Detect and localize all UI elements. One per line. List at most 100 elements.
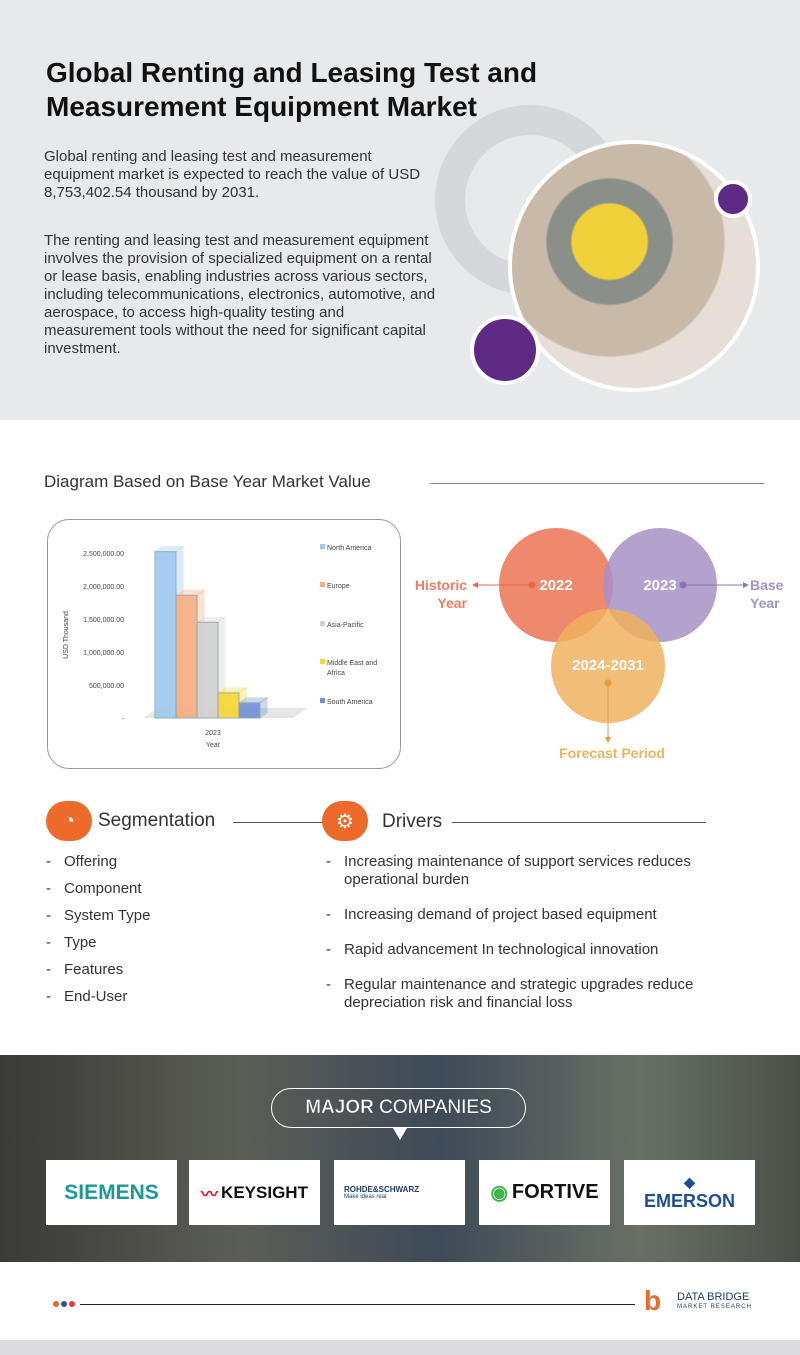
base-label: Base bbox=[750, 577, 784, 593]
brand-name: DATA BRIDGE bbox=[677, 1291, 750, 1303]
rs-text: ROHDE&SCHWARZ bbox=[344, 1185, 420, 1194]
legend-swatch bbox=[320, 698, 325, 703]
pie-chart-icon: ◔ bbox=[46, 801, 92, 841]
bar-chart: - 500,000.00 1,000,000.00 1,500,000.00 2,000… bbox=[63, 544, 377, 749]
driver-item-label: Increasing demand of project based equip… bbox=[344, 906, 657, 923]
logo-fortive: ◉ FORTIVE bbox=[479, 1160, 610, 1225]
bar-north-america bbox=[154, 551, 177, 719]
segmentation-list: - Offering - Component - System Type - Type - Fea… bbox=[46, 853, 150, 1015]
forecast-label: Forecast Period bbox=[559, 745, 665, 761]
historic-circle bbox=[499, 528, 613, 642]
pointer bbox=[393, 1128, 407, 1140]
historic-label: Historic bbox=[415, 577, 467, 593]
y-axis-label: USD Thousand bbox=[63, 611, 70, 659]
drivers-title: Drivers bbox=[382, 811, 443, 832]
driver-item-label: Regular maintenance and strategic upgrad… bbox=[344, 976, 694, 1011]
emerson-mark-icon: ◆ bbox=[684, 1173, 695, 1190]
y-tick-label: - bbox=[122, 716, 125, 723]
driver-item: - Increasing demand of project based equi… bbox=[326, 906, 657, 923]
driver-item: - Regular maintenance and strategic upgra… bbox=[326, 976, 756, 1012]
segmentation-item-label: Features bbox=[64, 961, 124, 978]
title-bold: MAJOR bbox=[305, 1097, 374, 1119]
y-tick-label: 2,500,000.00 bbox=[83, 551, 124, 558]
y-tick-label: 1,000,000.00 bbox=[83, 650, 124, 657]
summary-text: Global renting and leasing test and meas… bbox=[44, 148, 421, 201]
base-label-2: Year bbox=[750, 595, 780, 611]
driver-item-label: Increasing maintenance of support servic… bbox=[344, 853, 691, 888]
gears-icon: ⚙ bbox=[322, 801, 368, 841]
fortive-text: FORTIVE bbox=[511, 1181, 599, 1203]
segmentation-item: - End-User bbox=[46, 988, 128, 1005]
segmentation-item: - Type bbox=[46, 934, 97, 951]
y-tick-label: 1,500,000.00 bbox=[83, 617, 124, 624]
forecast-dot bbox=[604, 679, 612, 687]
x-tick-label: 2023 bbox=[205, 730, 221, 737]
emerson-text: EMERSON bbox=[643, 1190, 735, 1211]
driver-item: - Increasing maintenance of support servi… bbox=[326, 853, 756, 889]
logo-rohde-schwarz: ROHDE&SCHWARZ Make ideas real bbox=[334, 1160, 465, 1225]
y-tick-label: 500,000.00 bbox=[89, 683, 124, 690]
keysight-wave-icon: 〰 bbox=[201, 1185, 219, 1204]
legend-label: South America bbox=[327, 699, 373, 706]
forecast-years: 2024-2031 bbox=[572, 657, 644, 674]
segmentation-item-label: System Type bbox=[64, 907, 151, 924]
bar-europe bbox=[175, 594, 198, 719]
base-arrowhead bbox=[743, 582, 749, 588]
x-axis-label: Year bbox=[206, 742, 221, 749]
divider bbox=[452, 822, 706, 823]
base-year: 2023 bbox=[643, 577, 676, 594]
logo-siemens: SIEMENS bbox=[46, 1160, 177, 1225]
venn-diagram: 2022 2023 2024-2031 Historic Year Base Y… bbox=[415, 528, 784, 761]
historic-dot bbox=[528, 581, 536, 589]
bar-south-america bbox=[238, 702, 261, 719]
forecast-circle bbox=[551, 609, 665, 723]
legend-swatch bbox=[320, 544, 325, 549]
legend-swatch bbox=[320, 659, 325, 664]
fortive-mark-icon: ◉ bbox=[490, 1182, 508, 1204]
dots-icon bbox=[53, 1301, 75, 1307]
legend-label: Middle East and Africa bbox=[327, 660, 377, 677]
purple-dot bbox=[714, 180, 752, 218]
segmentation-item-label: Component bbox=[64, 880, 142, 897]
logo-keysight: 〰 KEYSIGHT bbox=[189, 1160, 320, 1225]
driver-item: - Rapid advancement In technological inno… bbox=[326, 941, 659, 958]
legend-swatch bbox=[320, 582, 325, 587]
databridge-logo-icon: b bbox=[644, 1285, 662, 1316]
divider bbox=[233, 822, 323, 823]
logo-emerson: ◆ EMERSON bbox=[624, 1160, 755, 1225]
bar-middle-east-and-africa bbox=[217, 692, 240, 719]
historic-arrowhead bbox=[472, 582, 478, 588]
page-title: Global Renting and Leasing Test and Meas… bbox=[46, 57, 538, 122]
segmentation-item: - System Type bbox=[46, 907, 151, 924]
base-dot bbox=[679, 581, 687, 589]
diagram-heading: Diagram Based on Base Year Market Value bbox=[44, 472, 371, 491]
segmentation-item: - Component bbox=[46, 880, 142, 897]
keysight-text: KEYSIGHT bbox=[221, 1182, 308, 1202]
legend-label: Asia-Pacific bbox=[327, 622, 364, 629]
historic-label-2: Year bbox=[437, 595, 467, 611]
drivers-list: - Increasing maintenance of support servi… bbox=[326, 853, 756, 1029]
divider bbox=[430, 483, 764, 484]
base-circle bbox=[603, 528, 717, 642]
segmentation-item-label: Offering bbox=[64, 853, 118, 870]
bottom-strip bbox=[0, 1340, 800, 1355]
companies-band bbox=[0, 1055, 800, 1262]
segmentation-title: Segmentation bbox=[98, 810, 216, 831]
segmentation-item-label: End-User bbox=[64, 988, 128, 1005]
title-rest: COMPANIES bbox=[373, 1097, 492, 1118]
footer-line bbox=[80, 1304, 635, 1305]
historic-year: 2022 bbox=[539, 577, 572, 594]
segmentation-item: - Features bbox=[46, 961, 124, 978]
equipment-photo bbox=[508, 140, 760, 392]
purple-dot bbox=[470, 315, 540, 385]
forecast-arrowhead bbox=[605, 737, 611, 743]
brand-subtitle: MARKET RESEARCH bbox=[677, 1304, 752, 1310]
driver-item-label: Rapid advancement In technological innov… bbox=[344, 941, 659, 958]
legend-label: North America bbox=[327, 545, 371, 552]
bar-chart-card: - 500,000.00 1,000,000.00 1,500,000.00 2,000… bbox=[47, 519, 401, 769]
bar-asia-pacific bbox=[196, 621, 219, 719]
rs-tagline: Make ideas real bbox=[344, 1194, 387, 1200]
legend-swatch bbox=[320, 621, 325, 626]
segmentation-item: - Offering bbox=[46, 853, 118, 870]
legend-label: Europe bbox=[327, 583, 350, 590]
